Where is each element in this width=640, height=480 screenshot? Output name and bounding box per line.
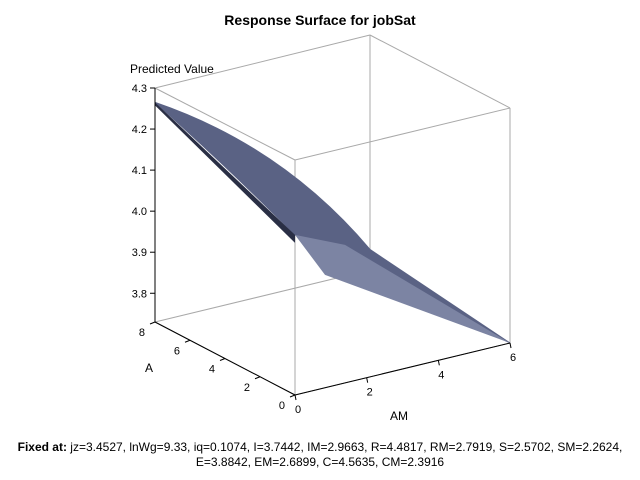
z-tick-label: 3.9: [132, 247, 147, 259]
z-tick-label: 4.1: [132, 165, 147, 177]
chart-title: Response Surface for jobSat: [224, 12, 416, 28]
footnote-line1: jz=3.4527, lnWg=9.33, iq=0.1074, I=3.744…: [70, 440, 623, 454]
y-tick: [149, 321, 156, 325]
y-tick-label: 6: [174, 345, 180, 357]
z-axis: 3.8 3.9 4.0 4.1 4.2 4.3: [132, 83, 156, 322]
y-tick: [254, 376, 261, 380]
y-axis: 0 2 4 6 8: [139, 321, 296, 412]
y-tick-label: 2: [244, 382, 250, 394]
y-tick-label: 4: [209, 364, 215, 376]
x-tick-label: 6: [510, 352, 516, 364]
x-tick-label: 4: [438, 369, 444, 381]
z-tick-label: 4.0: [132, 206, 147, 218]
y-axis-label: A: [145, 361, 153, 375]
x-tick: [509, 342, 512, 349]
x-tick-label: 2: [367, 387, 373, 399]
x-tick: [437, 360, 440, 366]
response-surface: [154, 101, 511, 344]
surface-highlight: [295, 234, 510, 343]
surface-front-edge: [155, 102, 295, 243]
fixed-values-footnote: Fixed at: jz=3.4527, lnWg=9.33, iq=0.107…: [0, 440, 640, 470]
footnote-label: Fixed at:: [17, 440, 67, 454]
z-tick-label: 4.3: [132, 83, 147, 95]
x-axis-label: AM: [390, 409, 408, 423]
x-tick: [366, 377, 369, 383]
x-axis: 0 2 4 6: [294, 342, 516, 416]
y-tick-label: 0: [279, 400, 285, 412]
y-tick: [219, 358, 226, 361]
x-tick: [294, 394, 297, 401]
y-tick-label: 8: [139, 327, 145, 339]
surface-top: [154, 101, 511, 344]
x-tick-label: 0: [295, 404, 301, 416]
y-tick: [184, 339, 191, 343]
z-tick-label: 4.2: [132, 124, 147, 136]
y-tick: [289, 394, 296, 398]
z-tick-label: 3.8: [132, 288, 147, 300]
footnote-line2: E=3.8842, EM=2.6899, C=4.5635, CM=2.3916: [195, 455, 445, 469]
z-axis-label: Predicted Value: [130, 62, 214, 76]
